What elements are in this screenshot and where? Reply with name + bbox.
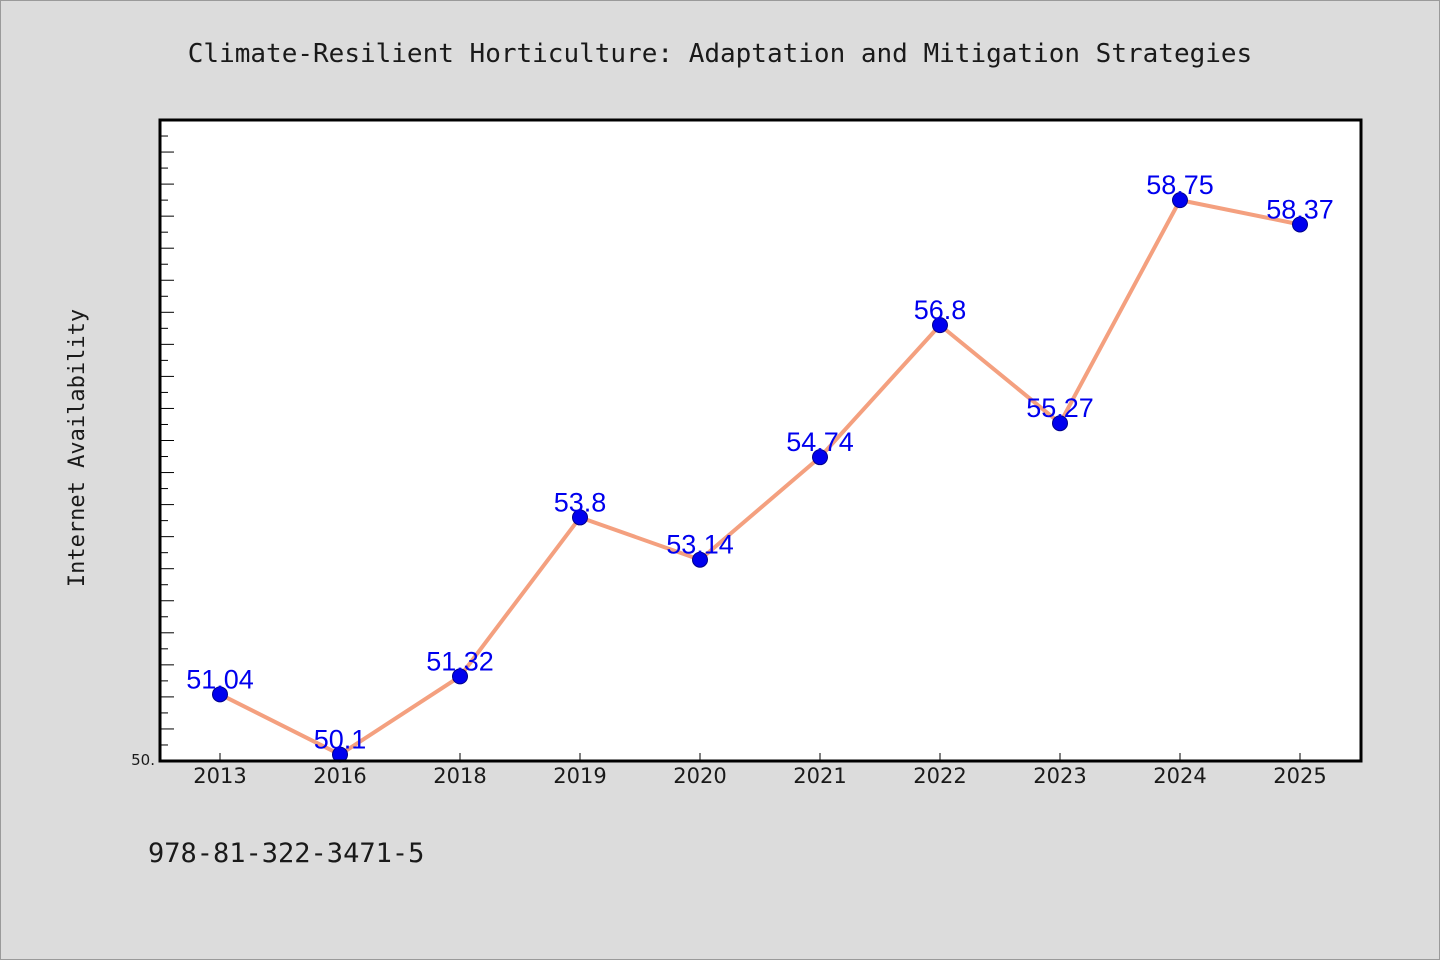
data-point bbox=[1172, 192, 1188, 209]
isbn-text: 978-81-322-3471-5 bbox=[148, 838, 424, 869]
data-point bbox=[572, 509, 588, 526]
data-label: 50.1 bbox=[314, 725, 367, 755]
data-label: 58.37 bbox=[1266, 194, 1334, 224]
data-label: 53.14 bbox=[666, 530, 734, 560]
x-axis-ticks: 2013 2016 2018 2019 2020 2021 2022 2023 2024 2025 bbox=[193, 753, 1327, 788]
data-label: 51.04 bbox=[186, 664, 254, 694]
data-point bbox=[692, 551, 708, 568]
series-line bbox=[218, 198, 1302, 757]
x-tick-label: 2019 bbox=[553, 764, 606, 788]
data-point bbox=[212, 686, 228, 703]
x-tick-label: 2016 bbox=[313, 764, 366, 788]
data-point bbox=[812, 449, 828, 466]
chart-title: Climate-Resilient Horticulture: Adaptati… bbox=[188, 39, 1252, 69]
data-label: 53.8 bbox=[554, 487, 607, 517]
plot-area bbox=[160, 120, 1361, 761]
x-tick-label: 2018 bbox=[433, 764, 486, 788]
series-line-group bbox=[218, 198, 1302, 757]
x-tick-label: 2013 bbox=[193, 764, 246, 788]
data-label: 58.75 bbox=[1146, 170, 1214, 200]
data-markers bbox=[212, 192, 1308, 763]
data-labels: 51.04 50.1 51.32 53.8 53.14 54.74 56.8 55.27 58.… bbox=[186, 170, 1334, 754]
y-axis-ticks bbox=[160, 119, 174, 762]
data-label: 56.8 bbox=[914, 295, 967, 325]
plot-border bbox=[158, 118, 1363, 763]
data-point bbox=[932, 317, 948, 334]
x-tick-label: 2021 bbox=[793, 764, 846, 788]
data-label: 55.27 bbox=[1026, 393, 1094, 423]
x-tick-label: 2020 bbox=[673, 764, 726, 788]
x-tick-label: 2024 bbox=[1153, 764, 1206, 788]
x-tick-label: 2025 bbox=[1273, 764, 1326, 788]
data-point bbox=[1052, 415, 1068, 432]
y-min-tick-label: 50. bbox=[131, 751, 155, 769]
data-label: 51.32 bbox=[426, 646, 494, 676]
data-label: 54.74 bbox=[786, 427, 854, 457]
x-tick-label: 2023 bbox=[1033, 764, 1086, 788]
data-point bbox=[452, 668, 468, 685]
y-axis-label: Internet Availability bbox=[65, 309, 90, 587]
data-point bbox=[1292, 216, 1308, 233]
x-tick-label: 2022 bbox=[913, 764, 966, 788]
